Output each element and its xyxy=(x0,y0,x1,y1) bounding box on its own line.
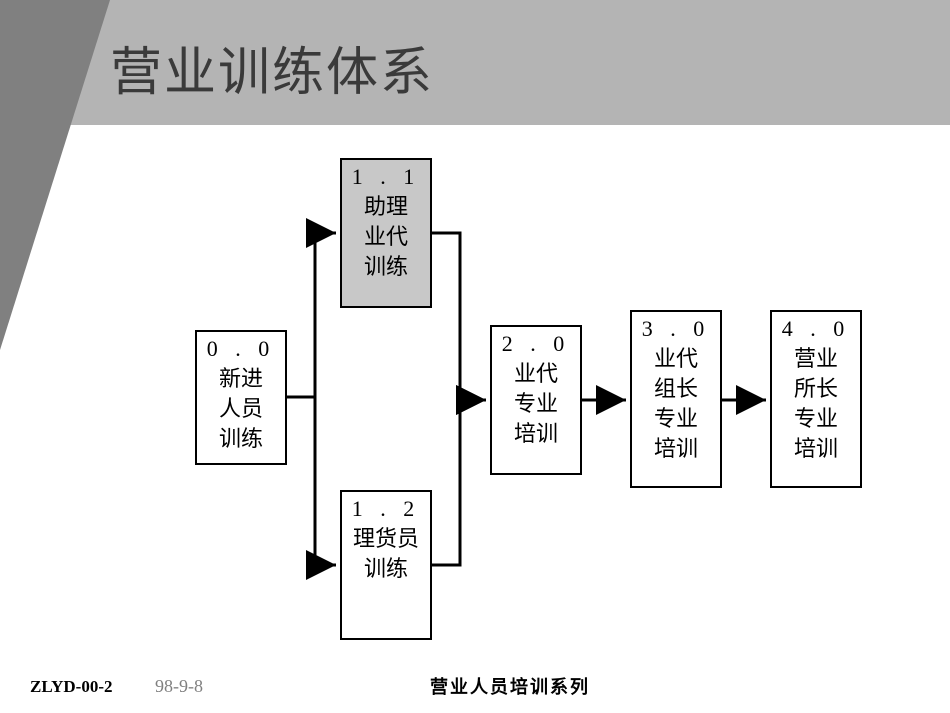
node-number: 3 . 0 xyxy=(632,312,720,342)
node-label: 业代专业培训 xyxy=(492,357,580,453)
flow-node-n00: 0 . 0新进人员训练 xyxy=(195,330,287,465)
node-label: 营业所长专业培训 xyxy=(772,342,860,468)
node-label: 业代组长专业培训 xyxy=(632,342,720,468)
node-label: 新进人员训练 xyxy=(197,362,285,458)
node-label: 助理业代训练 xyxy=(342,190,430,286)
corner-triangle-dark xyxy=(0,0,110,350)
node-label: 理货员训练 xyxy=(342,522,430,588)
node-number: 1 . 1 xyxy=(342,160,430,190)
page-title: 营业训练体系 xyxy=(110,30,434,105)
footer-date: 98-9-8 xyxy=(155,676,203,697)
edge-n11-n20 xyxy=(432,233,486,400)
footer: ZLYD-00-2 98-9-8 营业人员培训系列 xyxy=(0,675,950,713)
flow-node-n12: 1 . 2理货员训练 xyxy=(340,490,432,640)
node-number: 2 . 0 xyxy=(492,327,580,357)
edge-n12-n20 xyxy=(432,400,486,565)
node-number: 0 . 0 xyxy=(197,332,285,362)
footer-series: 营业人员培训系列 xyxy=(430,673,590,699)
flow-node-n20: 2 . 0业代专业培训 xyxy=(490,325,582,475)
edge-n00-n12 xyxy=(287,397,336,565)
flow-node-n30: 3 . 0业代组长专业培训 xyxy=(630,310,722,488)
flow-node-n11: 1 . 1助理业代训练 xyxy=(340,158,432,308)
edge-n00-n11 xyxy=(287,233,336,397)
flow-node-n40: 4 . 0营业所长专业培训 xyxy=(770,310,862,488)
footer-code: ZLYD-00-2 xyxy=(30,677,113,697)
node-number: 4 . 0 xyxy=(772,312,860,342)
node-number: 1 . 2 xyxy=(342,492,430,522)
